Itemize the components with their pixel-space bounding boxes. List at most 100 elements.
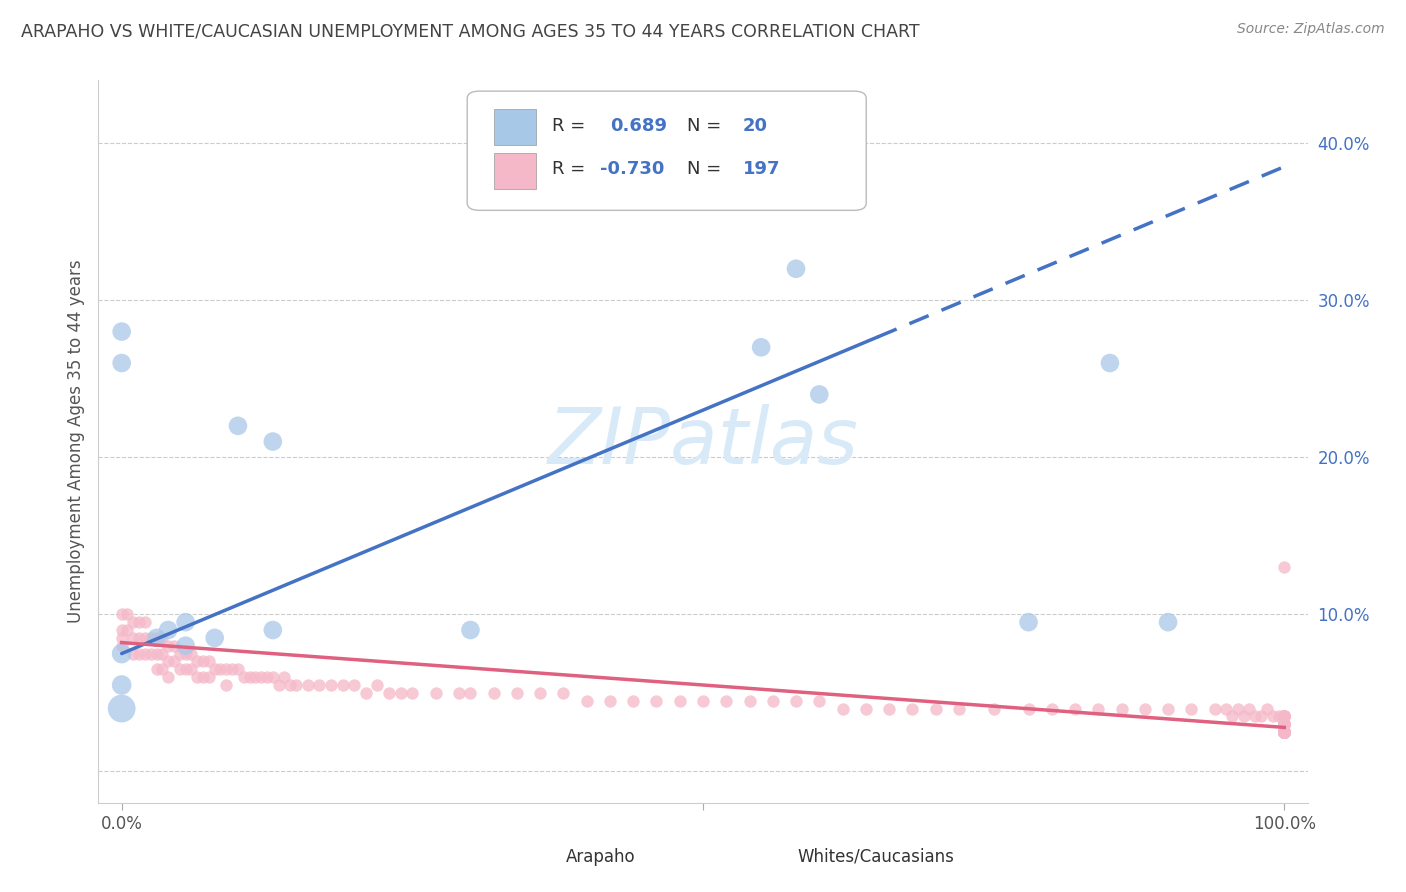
- Point: [447, 686, 470, 700]
- Point: [1272, 709, 1295, 723]
- Point: [716, 694, 738, 708]
- Point: [191, 670, 214, 684]
- Point: [1272, 560, 1295, 574]
- Point: [738, 694, 761, 708]
- Point: [785, 261, 807, 276]
- Point: [1272, 717, 1295, 731]
- Point: [1272, 725, 1295, 739]
- Point: [1272, 725, 1295, 739]
- Point: [319, 678, 342, 692]
- Point: [111, 631, 134, 645]
- Point: [1250, 709, 1272, 723]
- Point: [1272, 725, 1295, 739]
- Point: [1272, 725, 1295, 739]
- Point: [1272, 725, 1295, 739]
- Point: [134, 647, 156, 661]
- FancyBboxPatch shape: [494, 153, 536, 189]
- Point: [1272, 725, 1295, 739]
- Point: [174, 647, 197, 661]
- Point: [1272, 725, 1295, 739]
- Point: [145, 647, 167, 661]
- Point: [1272, 717, 1295, 731]
- Point: [157, 655, 180, 669]
- Point: [1272, 717, 1295, 731]
- Point: [901, 701, 924, 715]
- Point: [186, 670, 208, 684]
- Point: [1272, 717, 1295, 731]
- Point: [401, 686, 423, 700]
- Point: [366, 678, 388, 692]
- Point: [1272, 725, 1295, 739]
- Point: [1272, 717, 1295, 731]
- Point: [668, 694, 690, 708]
- Point: [1272, 725, 1295, 739]
- Point: [1272, 709, 1295, 723]
- Point: [599, 694, 621, 708]
- Text: Source: ZipAtlas.com: Source: ZipAtlas.com: [1237, 22, 1385, 37]
- Point: [1272, 725, 1295, 739]
- Point: [122, 631, 145, 645]
- Point: [460, 623, 482, 637]
- Point: [1272, 725, 1295, 739]
- Point: [877, 701, 900, 715]
- Point: [1272, 709, 1295, 723]
- Point: [169, 662, 191, 676]
- Point: [1272, 725, 1295, 739]
- Point: [111, 325, 134, 339]
- Point: [1272, 725, 1295, 739]
- Point: [198, 655, 221, 669]
- Text: R =: R =: [551, 161, 596, 178]
- Point: [1111, 701, 1133, 715]
- Point: [1244, 709, 1267, 723]
- Point: [1272, 709, 1295, 723]
- Point: [948, 701, 970, 715]
- Text: 0.689: 0.689: [610, 117, 666, 135]
- Point: [221, 662, 243, 676]
- Point: [1272, 725, 1295, 739]
- FancyBboxPatch shape: [494, 109, 536, 145]
- Point: [1272, 725, 1295, 739]
- Point: [1272, 725, 1295, 739]
- Point: [256, 670, 278, 684]
- Point: [1272, 725, 1295, 739]
- Point: [343, 678, 366, 692]
- Text: -0.730: -0.730: [600, 161, 665, 178]
- Point: [378, 686, 401, 700]
- Point: [1267, 709, 1289, 723]
- Point: [145, 662, 167, 676]
- Point: [1272, 717, 1295, 731]
- Text: N =: N =: [688, 161, 733, 178]
- Point: [111, 607, 134, 622]
- Point: [150, 631, 173, 645]
- Point: [1272, 725, 1295, 739]
- Point: [117, 607, 139, 622]
- Point: [1272, 717, 1295, 731]
- Point: [128, 631, 150, 645]
- Point: [139, 631, 162, 645]
- Point: [226, 662, 249, 676]
- Point: [1272, 725, 1295, 739]
- Point: [122, 647, 145, 661]
- Point: [1272, 725, 1295, 739]
- Point: [139, 647, 162, 661]
- Point: [1272, 725, 1295, 739]
- Point: [1272, 717, 1295, 731]
- Point: [1261, 709, 1284, 723]
- Point: [180, 662, 202, 676]
- Point: [111, 356, 134, 370]
- Point: [157, 623, 180, 637]
- Point: [924, 701, 946, 715]
- Text: N =: N =: [688, 117, 733, 135]
- Point: [278, 678, 301, 692]
- Point: [215, 678, 238, 692]
- Point: [1272, 725, 1295, 739]
- Point: [163, 639, 186, 653]
- Point: [1272, 725, 1295, 739]
- Text: ARAPAHO VS WHITE/CAUCASIAN UNEMPLOYMENT AMONG AGES 35 TO 44 YEARS CORRELATION CH: ARAPAHO VS WHITE/CAUCASIAN UNEMPLOYMENT …: [21, 22, 920, 40]
- Text: ZIPatlas: ZIPatlas: [547, 403, 859, 480]
- Point: [1272, 725, 1295, 739]
- Point: [245, 670, 267, 684]
- Point: [1272, 725, 1295, 739]
- Point: [1180, 701, 1202, 715]
- Point: [226, 418, 249, 433]
